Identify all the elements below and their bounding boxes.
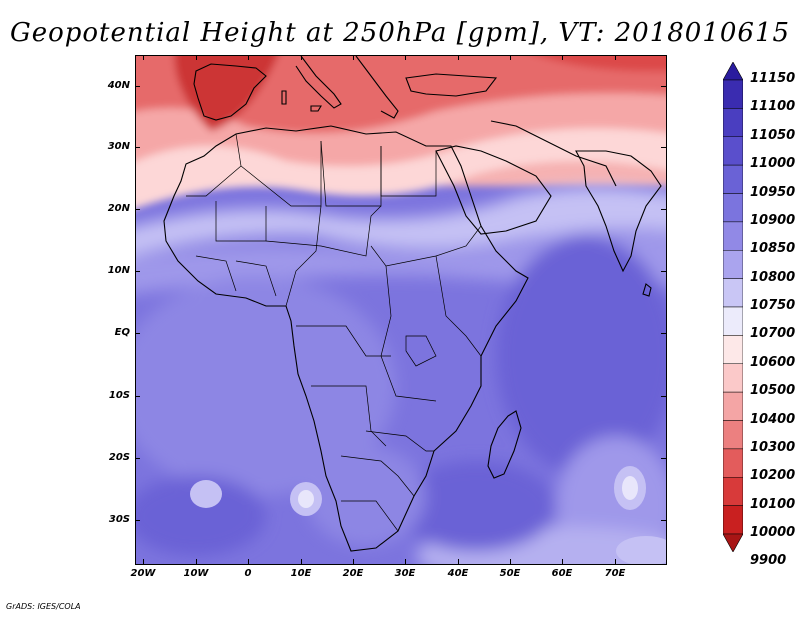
colorbar	[723, 62, 743, 552]
lon-tick	[143, 559, 144, 564]
colorbar-label: 10950	[750, 184, 796, 200]
colorbar-segment	[723, 221, 743, 251]
colorbar-segment	[723, 363, 743, 393]
lat-tick	[661, 396, 666, 397]
colorbar-segment	[723, 391, 743, 421]
colorbar-label: 10750	[750, 298, 796, 313]
lat-tick	[135, 333, 140, 334]
geopotential-field	[136, 56, 666, 564]
lon-tick	[562, 559, 563, 564]
lon-label-0: 0	[244, 568, 252, 579]
colorbar-label: 10900	[750, 212, 796, 228]
lon-label-40e: 40E	[447, 568, 469, 579]
map-panel	[135, 55, 667, 565]
lon-tick	[458, 559, 459, 564]
lon-tick	[143, 55, 144, 60]
lon-tick	[353, 55, 354, 60]
lon-tick	[196, 55, 197, 60]
colorbar-label: 10300	[750, 439, 796, 455]
colorbar-segment	[723, 278, 743, 308]
lat-label-30n: 30N	[107, 141, 130, 152]
lon-label-10e: 10E	[290, 568, 312, 579]
lat-label-20s: 20S	[108, 452, 130, 463]
colorbar-label: 11050	[750, 127, 796, 143]
country-borders	[186, 133, 482, 532]
lon-tick	[615, 55, 616, 60]
lat-label-10s: 10S	[108, 390, 130, 401]
lon-label-70e: 70E	[604, 568, 626, 579]
colorbar-segment	[723, 335, 743, 365]
map-title: Geopotential Height at 250hPa [gpm], VT:…	[9, 18, 791, 48]
lat-tick	[661, 271, 666, 272]
footer-credit: GrADS: IGES/COLA	[6, 602, 81, 611]
colorbar-label: 11100	[750, 99, 796, 115]
lat-label-30s: 30S	[108, 514, 130, 525]
lat-tick	[661, 209, 666, 210]
lat-tick	[661, 86, 666, 87]
colorbar-label: 11000	[750, 156, 796, 172]
lon-tick	[615, 559, 616, 564]
colorbar-segment	[723, 164, 743, 194]
colorbar-segment	[723, 306, 743, 336]
coastlines	[163, 56, 662, 552]
lon-tick	[458, 55, 459, 60]
lon-label-50e: 50E	[499, 568, 521, 579]
colorbar-segment	[723, 136, 743, 166]
lat-tick	[135, 271, 140, 272]
lat-tick	[135, 458, 140, 459]
lon-tick	[301, 559, 302, 564]
lon-tick	[248, 55, 249, 60]
colorbar-label: 10800	[750, 269, 796, 285]
lon-tick	[248, 559, 249, 564]
lon-tick	[510, 559, 511, 564]
lon-tick	[510, 55, 511, 60]
lat-tick	[135, 520, 140, 521]
colorbar-segment	[723, 249, 743, 279]
lat-tick	[661, 333, 666, 334]
colorbar-label: 10700	[750, 326, 796, 342]
lon-tick	[405, 55, 406, 60]
colorbar-segment	[723, 79, 743, 109]
lat-label-eq: EQ	[114, 327, 130, 338]
lon-tick	[562, 55, 563, 60]
lat-label-40n: 40N	[107, 80, 130, 91]
colorbar-segment	[723, 193, 743, 223]
lon-tick	[301, 55, 302, 60]
lat-tick	[135, 86, 140, 87]
lon-label-20w: 20W	[130, 568, 156, 579]
lon-label-60e: 60E	[551, 568, 573, 579]
colorbar-segment	[723, 62, 743, 81]
colorbar-label: 10400	[750, 411, 796, 427]
colorbar-label: 11150	[750, 71, 796, 86]
lon-label-20e: 20E	[342, 568, 364, 579]
colorbar-segment	[723, 448, 743, 478]
lon-tick	[353, 559, 354, 564]
colorbar-segment	[723, 420, 743, 450]
colorbar-label: 9900	[750, 553, 787, 569]
colorbar-label: 10200	[750, 468, 796, 484]
lat-label-20n: 20N	[107, 203, 130, 214]
lon-label-10w: 10W	[183, 568, 209, 579]
lon-tick	[405, 559, 406, 564]
colorbar-label: 10100	[750, 496, 796, 512]
colorbar-label: 10000	[750, 525, 796, 540]
colorbar-label: 10500	[750, 383, 796, 399]
colorbar-segment	[723, 476, 743, 506]
colorbar-segment	[723, 533, 743, 552]
lat-tick	[135, 147, 140, 148]
lat-label-10n: 10N	[107, 265, 130, 276]
lat-tick	[661, 458, 666, 459]
lat-tick	[135, 209, 140, 210]
lon-label-30e: 30E	[394, 568, 416, 579]
lon-tick	[196, 559, 197, 564]
colorbar-segment	[723, 505, 743, 535]
lat-tick	[661, 520, 666, 521]
colorbar-label: 10850	[750, 241, 796, 257]
colorbar-label: 10600	[750, 354, 796, 370]
lat-tick	[661, 147, 666, 148]
lat-tick	[135, 396, 140, 397]
colorbar-segment	[723, 108, 743, 138]
